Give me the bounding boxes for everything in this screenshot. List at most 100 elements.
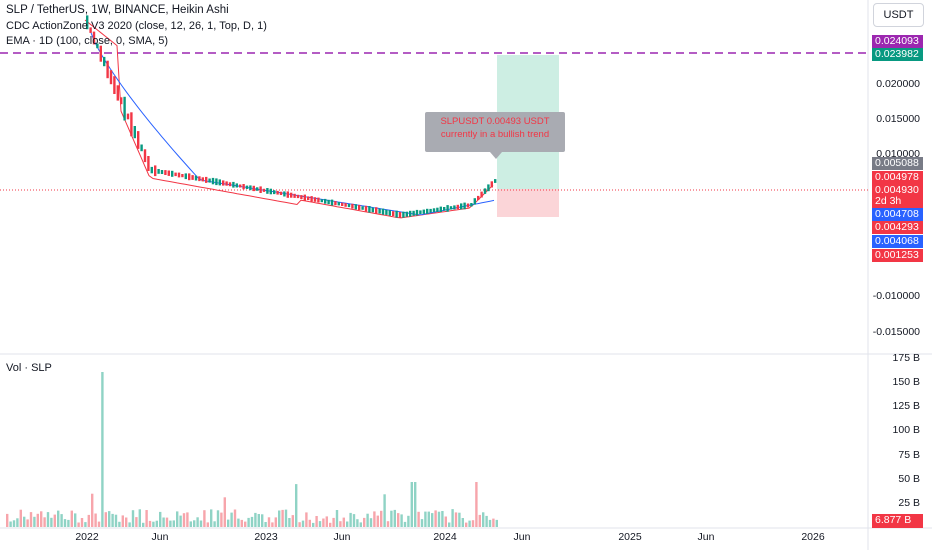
price-axis-label: 0.020000	[876, 78, 920, 90]
volume-bar	[373, 511, 376, 527]
price-candle	[477, 195, 480, 200]
price-tag-gray: 0.005088	[872, 157, 923, 170]
volume-bar	[332, 517, 335, 527]
volume-bar	[465, 522, 468, 527]
volume-bar	[33, 516, 36, 527]
price-tag-red: 0.004978	[872, 171, 923, 184]
price-candle	[419, 210, 422, 215]
price-candle	[443, 207, 446, 211]
time-axis-label: 2024	[433, 531, 457, 543]
time-axis-label: 2023	[254, 531, 278, 543]
volume-bar	[131, 510, 135, 527]
volume-bar	[237, 518, 240, 527]
volume-bar	[295, 484, 298, 527]
price-candle	[150, 166, 153, 174]
price-candle	[154, 165, 157, 177]
price-candle	[245, 185, 249, 189]
volume-bar	[233, 509, 237, 527]
price-candle	[378, 208, 381, 214]
volume-bar	[87, 514, 90, 527]
price-candle	[361, 206, 364, 210]
price-candle	[103, 56, 106, 67]
volume-bar	[441, 511, 444, 527]
volume-bar	[298, 522, 301, 527]
volume-bar	[189, 521, 192, 527]
volume-bar	[400, 514, 403, 527]
price-candle	[371, 207, 374, 213]
price-candle	[483, 188, 487, 194]
price-candle	[259, 186, 262, 193]
volume-bar	[318, 521, 322, 527]
price-candle	[191, 175, 194, 180]
currency-button[interactable]: USDT	[873, 3, 924, 27]
volume-bar	[434, 510, 437, 527]
volume-bar	[308, 519, 311, 527]
price-candle	[313, 197, 317, 202]
volume-bar	[386, 521, 390, 527]
price-candle	[232, 181, 235, 188]
volume-bar	[485, 515, 488, 527]
volume-bar	[383, 494, 386, 527]
price-candle	[405, 211, 408, 217]
volume-bar	[16, 518, 19, 527]
volume-bar	[210, 509, 213, 527]
price-candle	[296, 194, 300, 199]
price-candle	[106, 60, 109, 79]
idea-tooltip: SLPUSDT 0.00493 USDT currently in a bull…	[425, 112, 565, 159]
time-axis-label: 2026	[801, 531, 825, 543]
volume-bar	[301, 520, 305, 527]
volume-bar	[349, 512, 352, 527]
price-candle	[208, 178, 211, 183]
volume-bar	[6, 513, 9, 527]
indicator-cdc-legend[interactable]: CDC ActionZone V3 2020 (close, 12, 26, 1…	[6, 20, 267, 32]
price-candle	[147, 156, 150, 171]
price-candle	[164, 170, 167, 175]
volume-bar	[9, 521, 12, 527]
price-candle	[109, 70, 113, 85]
volume-bar	[148, 520, 152, 527]
volume-bar	[67, 519, 70, 527]
price-candle	[140, 144, 143, 152]
volume-axis-label: 50 B	[898, 473, 920, 485]
price-candle	[262, 188, 266, 192]
volume-bar	[196, 517, 199, 527]
volume-bar	[393, 509, 396, 527]
price-axis-label: -0.015000	[872, 326, 920, 338]
price-candle	[228, 182, 232, 187]
volume-bar	[414, 482, 417, 527]
price-candle	[276, 190, 279, 195]
price-candle	[436, 207, 439, 212]
indicator-ema-legend[interactable]: EMA · 1D (100, close, 0, SMA, 5)	[6, 35, 169, 47]
volume-bar	[451, 509, 454, 527]
price-candle	[184, 173, 187, 180]
price-candle	[126, 113, 130, 120]
price-tag-blue: 0.004068	[872, 235, 923, 248]
price-candle	[242, 184, 245, 190]
volume-bar	[267, 517, 271, 527]
volume-bar	[182, 513, 186, 527]
price-candle	[205, 176, 208, 183]
time-axis-label: Jun	[333, 531, 351, 543]
volume-bar	[216, 510, 220, 527]
symbol-title[interactable]: SLP / TetherUS, 1W, BINANCE, Heikin Ashi	[6, 4, 229, 16]
price-candle	[143, 149, 147, 163]
volume-bar	[274, 517, 277, 527]
volume-bar	[312, 522, 315, 527]
volume-bar	[176, 511, 179, 527]
price-candle	[412, 210, 415, 216]
volume-bar	[322, 518, 325, 527]
last-price-tag: 0.004930	[872, 184, 923, 197]
price-candle	[324, 198, 327, 204]
volume-bar	[206, 522, 209, 527]
volume-bar	[138, 509, 141, 527]
price-candle	[344, 203, 347, 207]
volume-bar	[162, 517, 165, 527]
long-position-loss-zone	[497, 189, 559, 217]
price-candle	[201, 177, 204, 182]
volume-legend[interactable]: Vol · SLP	[6, 362, 52, 374]
volume-bar	[403, 521, 407, 527]
price-tag-red: 0.004293	[872, 221, 923, 234]
volume-bar	[70, 510, 73, 527]
price-candle	[235, 183, 238, 188]
